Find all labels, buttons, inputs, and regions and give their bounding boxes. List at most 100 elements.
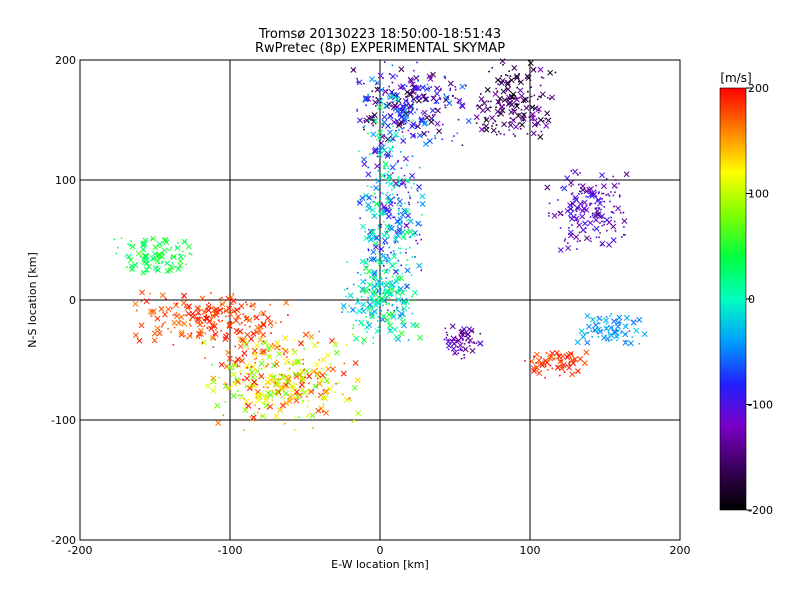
data-point-cross (381, 119, 388, 126)
data-point-dot (601, 192, 603, 195)
data-point-cross (587, 219, 594, 226)
data-point-dot (307, 331, 310, 334)
data-point-dot (612, 212, 615, 214)
data-point-dot (401, 128, 404, 130)
data-point-dot (606, 229, 608, 232)
data-point-cross (396, 122, 402, 129)
data-point-cross (205, 307, 212, 314)
data-point-cross (411, 289, 418, 296)
data-point-dot (619, 322, 622, 324)
data-point-dot (279, 373, 282, 376)
data-point-cross (258, 360, 265, 367)
data-point-cross (174, 244, 181, 251)
data-point-cross (375, 177, 382, 184)
data-point-dot (401, 108, 404, 111)
data-point-cross (374, 328, 381, 334)
data-point-dot (203, 310, 206, 313)
data-point-cross (517, 87, 524, 94)
data-point-dot (589, 195, 591, 197)
data-point-cross (376, 147, 383, 154)
data-point-cross (371, 273, 378, 280)
data-point-cross (360, 223, 367, 230)
data-point-cross (573, 234, 580, 241)
data-point-dot (377, 227, 380, 230)
data-point-cross (265, 315, 271, 322)
data-point-cross (186, 303, 192, 310)
data-point-dot (240, 372, 242, 375)
data-point-cross (353, 335, 360, 342)
data-point-cross (508, 101, 515, 108)
data-point-dot (613, 220, 616, 223)
data-point-dot (318, 330, 321, 333)
data-point-dot (260, 415, 263, 417)
data-point-dot (431, 114, 434, 117)
data-point-cross (322, 395, 329, 402)
data-point-dot (377, 169, 380, 172)
data-point-dot (210, 292, 212, 294)
data-point-dot (545, 352, 548, 354)
data-point-cross (258, 373, 265, 380)
data-point-cross (274, 340, 281, 347)
data-point-dot (300, 380, 302, 382)
data-point-cross (208, 325, 215, 332)
data-point-cross (565, 245, 572, 252)
data-point-cross (478, 96, 485, 103)
data-point-dot (211, 363, 213, 366)
data-point-dot (235, 333, 238, 335)
data-point-dot (161, 262, 163, 264)
data-point-dot (150, 315, 153, 317)
data-point-dot (321, 367, 323, 370)
data-point-dot (270, 326, 273, 329)
data-point-dot (280, 378, 282, 381)
data-point-dot (308, 338, 311, 340)
data-point-dot (444, 104, 446, 107)
data-point-dot (370, 186, 373, 188)
data-point-cross (186, 332, 193, 339)
data-point-dot (238, 323, 241, 326)
data-point-dot (395, 308, 398, 311)
data-point-dot (368, 289, 371, 291)
data-point-dot (443, 338, 446, 341)
data-point-dot (246, 367, 249, 369)
data-point-dot (579, 172, 581, 174)
data-point-dot (596, 331, 599, 334)
chart-subtitle: RwPretec (8p) EXPERIMENTAL SKYMAP (255, 41, 505, 56)
data-point-dot (269, 303, 272, 306)
data-point-dot (228, 388, 231, 391)
data-point-cross (163, 239, 170, 246)
data-point-cross (567, 202, 574, 209)
data-point-dot (374, 196, 377, 199)
data-point-dot (628, 330, 631, 332)
data-point-cross (222, 383, 229, 390)
data-point-dot (271, 389, 274, 392)
data-point-dot (372, 299, 374, 302)
data-point-dot (363, 125, 366, 128)
data-point-dot (505, 87, 508, 90)
data-point-dot (559, 227, 562, 229)
data-point-cross (363, 117, 370, 124)
data-point-cross (416, 262, 423, 269)
data-point-cross (636, 316, 643, 323)
data-point-cross (611, 318, 617, 325)
data-point-dot (251, 372, 254, 374)
data-point-cross (403, 299, 410, 305)
data-point-dot (289, 398, 291, 400)
data-point-cross (377, 72, 384, 79)
data-point-cross (181, 320, 188, 327)
data-point-dot (443, 93, 446, 96)
data-point-cross (389, 93, 395, 100)
data-point-cross (215, 420, 222, 427)
data-point-dot (157, 262, 160, 265)
data-point-dot (490, 100, 492, 103)
data-point-dot (170, 257, 172, 260)
data-point-dot (241, 394, 244, 396)
data-point-dot (594, 189, 597, 192)
data-point-dot (622, 211, 625, 214)
data-point-dot (482, 123, 484, 126)
data-point-dot (319, 375, 321, 378)
data-point-cross (170, 253, 177, 260)
data-point-dot (395, 231, 398, 234)
data-point-dot (152, 258, 154, 260)
data-point-dot (610, 216, 613, 219)
data-point-cross (385, 150, 392, 157)
